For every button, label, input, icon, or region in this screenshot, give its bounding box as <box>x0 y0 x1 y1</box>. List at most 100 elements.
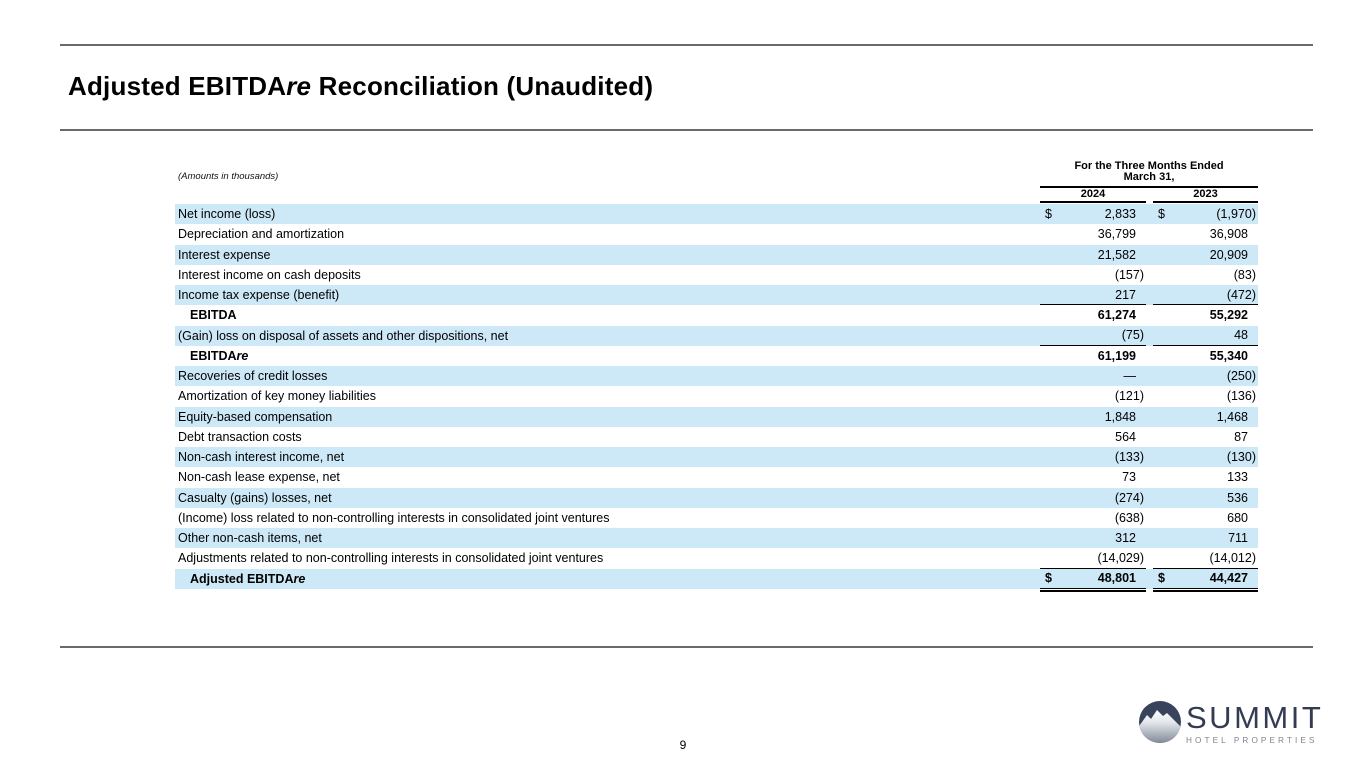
period-header-line2: March 31, <box>1123 171 1175 183</box>
table-row: Non-cash lease expense, net 73 133 <box>175 467 1258 487</box>
value-text: 48,801 <box>1097 571 1136 586</box>
value-text: (14,012) <box>1209 550 1256 565</box>
row-label: Equity-based compensation <box>178 409 333 424</box>
column-gap <box>1146 366 1153 386</box>
table-row: Adjustments related to non-controlling i… <box>175 548 1258 569</box>
value-cell-2024: 61,199 <box>1040 346 1146 366</box>
value-cell-2024: (157) <box>1040 265 1146 285</box>
table-row: (Gain) loss on disposal of assets and ot… <box>175 325 1258 346</box>
value-cell-2023: 87 <box>1153 427 1258 447</box>
value-text: 312 <box>1115 531 1136 546</box>
top-rule <box>60 44 1313 46</box>
logo-name: SUMMIT <box>1186 700 1324 735</box>
value-text: 536 <box>1227 490 1248 505</box>
value-text: (121) <box>1114 389 1144 404</box>
value-text: (157) <box>1114 267 1144 282</box>
value-text: (14,029) <box>1097 550 1144 565</box>
period-header: For the Three Months Ended March 31, <box>1040 161 1258 188</box>
value-text: 564 <box>1115 429 1136 444</box>
column-gap <box>1146 407 1153 427</box>
value-text: 48 <box>1234 328 1248 343</box>
table-row: EBITDA 61,274 55,292 <box>175 305 1258 325</box>
value-cell-2024: 73 <box>1040 467 1146 487</box>
column-gap <box>1146 447 1153 467</box>
value-text: 44,427 <box>1209 571 1248 586</box>
table-rows-container: Net income (loss) $2,833 $ (1,970) Depreciat… <box>175 204 1258 593</box>
table-row: Debt transaction costs 564 87 <box>175 427 1258 447</box>
table-row: Equity-based compensation 1,848 1,468 <box>175 406 1258 427</box>
row-label: Non-cash interest income, net <box>178 450 345 465</box>
row-label: Interest expense <box>178 247 271 262</box>
title-suffix: Reconciliation (Unaudited) <box>311 71 654 101</box>
value-text: 55,292 <box>1209 308 1248 323</box>
value-text: (130) <box>1226 450 1256 465</box>
value-text: 217 <box>1115 287 1136 302</box>
table-row: Depreciation and amortization 36,799 36,90… <box>175 224 1258 244</box>
value-cell-2023: 1,468 <box>1153 407 1258 427</box>
value-cell-2023: 20,909 <box>1153 245 1258 265</box>
value-cell-2024: (121) <box>1040 386 1146 406</box>
value-cell-2023: 55,340 <box>1153 346 1258 366</box>
mountain-logo-icon <box>1139 701 1181 743</box>
year-header-row: 2024 2023 <box>1040 187 1258 203</box>
row-label: Adjustments related to non-controlling i… <box>178 551 604 566</box>
value-cell-2024: 36,799 <box>1040 224 1146 244</box>
value-text: (133) <box>1114 450 1144 465</box>
value-cell-2024: (75) <box>1040 326 1146 346</box>
column-gap <box>1146 508 1153 528</box>
period-header-line1: For the Three Months Ended <box>1074 160 1224 172</box>
table-row: Other non-cash items, net 312 711 <box>175 528 1258 549</box>
value-cell-2024: — <box>1040 366 1146 386</box>
title-italic-re: re <box>286 71 312 101</box>
column-gap <box>1146 427 1153 447</box>
table-row: Interest income on cash deposits (157) (83… <box>175 265 1258 285</box>
value-cell-2023: 536 <box>1153 488 1258 508</box>
logo-subtitle: HOTEL PROPERTIES <box>1186 736 1318 745</box>
column-gap <box>1146 528 1153 548</box>
value-text: — <box>1123 369 1137 384</box>
value-text: 680 <box>1227 510 1248 525</box>
row-label: EBITDA <box>190 308 237 323</box>
value-text: 61,274 <box>1097 308 1136 323</box>
value-cell-2023: 680 <box>1153 508 1258 528</box>
title-prefix: Adjusted EBITDA <box>68 71 287 101</box>
value-cell-2024: 61,274 <box>1040 305 1146 325</box>
row-label: Amortization of key money liabilities <box>178 389 376 404</box>
title-underline-rule <box>60 129 1313 131</box>
column-gap <box>1146 548 1153 568</box>
value-cell-2024: $48,801 <box>1040 569 1146 593</box>
table-row: Income tax expense (benefit) 217 (472) <box>175 285 1258 306</box>
value-cell-2024: (274) <box>1040 488 1146 508</box>
row-label: Recoveries of credit losses <box>178 369 328 384</box>
table-row: Adjusted EBITDAre $48,801 $44,427 <box>175 568 1258 593</box>
value-text: (274) <box>1114 490 1144 505</box>
value-cell-2023: (130) <box>1153 447 1258 467</box>
value-cell-2023: (83) <box>1153 265 1258 285</box>
value-cell-2024: (133) <box>1040 447 1146 467</box>
value-text: 20,909 <box>1209 247 1248 262</box>
value-cell-2023: 55,292 <box>1153 305 1258 325</box>
table-row: Net income (loss) $2,833 $ (1,970) <box>175 204 1258 225</box>
row-label: Non-cash lease expense, net <box>178 470 340 485</box>
page-title: Adjusted EBITDAre Reconciliation (Unaudi… <box>68 71 653 102</box>
value-cell-2023: 711 <box>1153 528 1258 548</box>
value-text: 36,908 <box>1209 227 1248 242</box>
row-label: Other non-cash items, net <box>178 531 322 546</box>
value-cell-2023: $44,427 <box>1153 569 1258 593</box>
dollar-sign: $ <box>1045 207 1052 222</box>
value-text: 1,468 <box>1216 409 1248 424</box>
page-number: 9 <box>679 738 687 752</box>
table-row: (Income) loss related to non-controlling… <box>175 508 1258 528</box>
column-gap <box>1146 346 1153 366</box>
column-header-2024: 2024 <box>1040 187 1146 203</box>
value-text: (250) <box>1226 369 1256 384</box>
value-text: (136) <box>1226 389 1256 404</box>
table-row: EBITDAre 61,199 55,340 <box>175 346 1258 366</box>
value-cell-2024: (638) <box>1040 508 1146 528</box>
row-label: (Income) loss related to non-controlling… <box>178 510 610 525</box>
row-label: Net income (loss) <box>178 207 276 222</box>
value-cell-2024: (14,029) <box>1040 548 1146 569</box>
table-row: Interest expense 21,582 20,909 <box>175 244 1258 265</box>
column-gap <box>1146 488 1153 508</box>
